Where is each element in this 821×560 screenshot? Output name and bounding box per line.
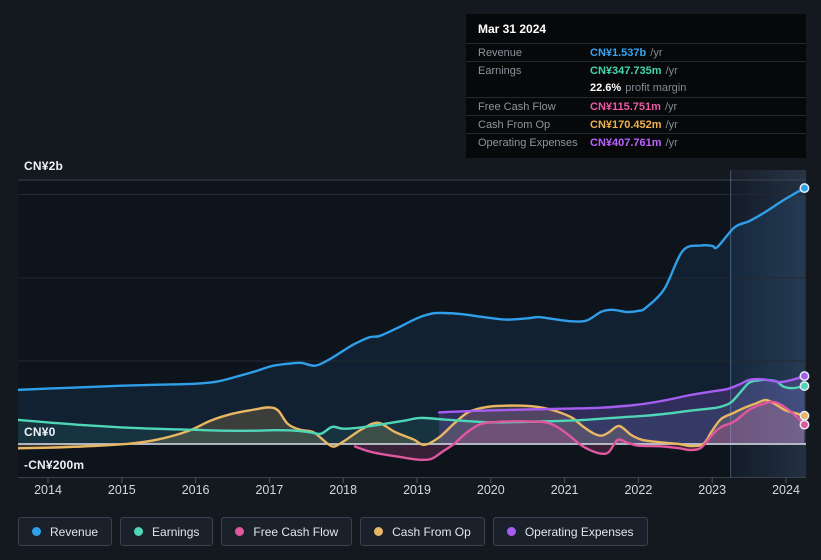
legend-label: Earnings	[152, 524, 200, 539]
legend-label: Cash From Op	[392, 524, 471, 539]
tooltip-unit: /yr	[665, 118, 678, 131]
free-cash-flow-dot-icon	[235, 527, 245, 536]
line-revenue	[18, 186, 806, 392]
legend-label: Operating Expenses	[524, 524, 634, 539]
legend-item-cash-from-op[interactable]: Cash From Op	[360, 517, 485, 546]
endpoint-marker-free-cash-flow[interactable]	[799, 419, 810, 430]
legend-item-revenue[interactable]: Revenue	[18, 517, 113, 546]
line-cash-from-op	[18, 398, 806, 450]
x-tick-label-2018: 2018	[329, 483, 358, 497]
x-tick-label-2023: 2023	[698, 483, 727, 497]
tooltip-value: CN¥347.735m	[590, 64, 662, 77]
x-axis: 2014 2015 2016 2017 2018 2019 2020 2021 2022 2023…	[0, 483, 821, 499]
x-tick-label-2019: 2019	[403, 483, 431, 497]
line-free-cash-flow	[353, 400, 806, 462]
area-fill-revenue	[18, 188, 805, 444]
area-fill-earnings	[18, 379, 805, 444]
tooltip-value: 22.6%	[590, 82, 622, 94]
tooltip-label: Cash From Op	[478, 118, 551, 131]
x-tick-label-2017: 2017	[255, 483, 284, 497]
x-tick-label-2024: 2024	[772, 483, 800, 497]
legend-label: Revenue	[50, 524, 99, 539]
tooltip-value: CN¥1.537b	[590, 46, 647, 59]
revenue-dot-icon	[32, 527, 41, 536]
x-tick-label-2020: 2020	[476, 483, 505, 497]
tooltip-row-free-cash-flow: Free Cash Flow CN¥115.751m/yr	[466, 98, 806, 116]
x-tick-label-2021: 2021	[550, 483, 579, 497]
cash-from-op-dot-icon	[374, 527, 384, 536]
tooltip-row-revenue: Revenue CN¥1.537b/yr	[466, 44, 806, 62]
tooltip-unit: /yr	[665, 64, 678, 77]
area-fill-operating-expenses	[439, 376, 805, 444]
tooltip-unit: /yr	[650, 46, 663, 59]
legend-label: Free Cash Flow	[253, 524, 339, 539]
x-tick-label-2014: 2014	[34, 483, 62, 497]
endpoint-marker-cash-from-op[interactable]	[799, 410, 810, 421]
tooltip-label: Revenue	[478, 46, 523, 59]
tooltip-row-operating-expenses: Operating Expenses CN¥407.761m/yr	[466, 134, 806, 151]
legend-item-free-cash-flow[interactable]: Free Cash Flow	[221, 517, 353, 546]
endpoint-marker-operating-expenses[interactable]	[799, 371, 810, 382]
area-fill-cash-from-op	[18, 399, 805, 449]
tooltip-row-earnings: Earnings CN¥347.735m/yr	[466, 62, 806, 79]
legend-item-operating-expenses[interactable]: Operating Expenses	[492, 517, 648, 546]
chart-tooltip: Mar 31 2024 Revenue CN¥1.537b/yr Earning…	[466, 14, 806, 158]
line-operating-expenses	[437, 374, 806, 414]
y-axis-label-neg200m: -CN¥200m	[24, 458, 85, 472]
highlight-band	[730, 170, 806, 478]
tooltip-value: CN¥407.761m	[590, 136, 662, 149]
line-earnings	[18, 378, 806, 436]
tooltip-value: CN¥115.751m	[590, 100, 661, 113]
tooltip-value: CN¥170.452m	[590, 118, 662, 131]
tooltip-label: Earnings	[478, 64, 522, 77]
earnings-dot-icon	[134, 527, 144, 536]
tooltip-row-profit-margin: 22.6% profit margin	[466, 79, 806, 98]
tooltip-label: Operating Expenses	[478, 136, 578, 149]
tooltip-unit: /yr	[665, 136, 678, 149]
endpoint-marker-earnings[interactable]	[799, 381, 810, 392]
tooltip-date: Mar 31 2024	[466, 14, 806, 44]
endpoint-marker-revenue[interactable]	[799, 183, 810, 194]
chart-legend: Revenue Earnings Free Cash Flow Cash Fro…	[18, 517, 648, 546]
x-tick-label-2015: 2015	[107, 483, 136, 497]
tooltip-unit: /yr	[664, 100, 678, 113]
tooltip-label: Free Cash Flow	[478, 100, 556, 113]
y-axis-label-zero: CN¥0	[24, 425, 56, 439]
tooltip-unit: profit margin	[625, 82, 687, 94]
tooltip-row-cash-from-op: Cash From Op CN¥170.452m/yr	[466, 116, 806, 134]
x-tick-label-2022: 2022	[624, 483, 653, 497]
x-tick-label-2016: 2016	[181, 483, 210, 497]
y-axis-label-2b: CN¥2b	[24, 159, 64, 173]
operating-expenses-dot-icon	[506, 527, 516, 536]
legend-item-earnings[interactable]: Earnings	[120, 517, 214, 546]
